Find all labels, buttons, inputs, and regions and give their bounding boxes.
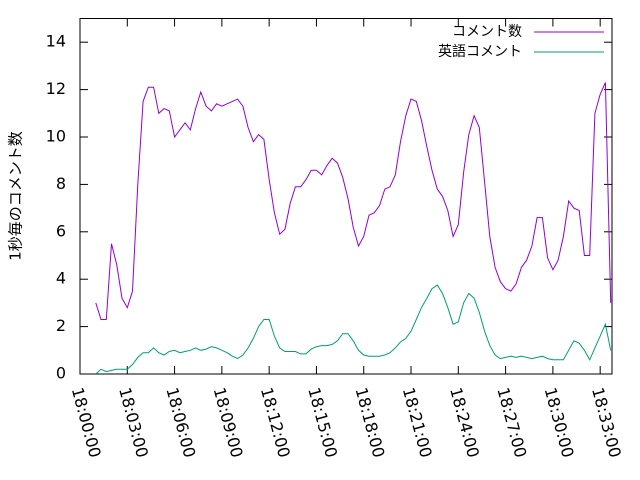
x-tick-label: 18:18:00 (352, 385, 389, 459)
y-tick-label: 4 (56, 269, 66, 288)
x-tick-label: 18:33:00 (588, 385, 625, 459)
x-tick-label: 18:03:00 (115, 385, 152, 459)
series-line (95, 82, 612, 320)
series-line (95, 284, 612, 375)
y-axis-label: 1秒毎のコメント数 (7, 131, 25, 261)
x-tick-label: 18:15:00 (304, 385, 341, 459)
x-tick-label: 18:12:00 (257, 385, 294, 459)
y-tick-label: 12 (46, 79, 66, 98)
y-tick-label: 2 (56, 316, 66, 335)
y-tick-label: 6 (56, 221, 66, 240)
plot-frame (79, 18, 613, 375)
y-tick-label: 14 (46, 32, 66, 51)
legend-label: 英語コメント (438, 43, 522, 60)
y-tick-label: 0 (56, 364, 66, 383)
x-tick-label: 18:24:00 (446, 385, 483, 459)
x-tick-label: 18:06:00 (162, 385, 199, 459)
x-tick-label: 18:21:00 (399, 385, 436, 459)
x-tick-label: 18:27:00 (493, 385, 530, 459)
legend-label: コメント数 (452, 24, 522, 40)
y-tick-label: 8 (56, 174, 66, 193)
x-tick-label: 18:30:00 (541, 385, 578, 459)
x-tick-label: 18:00:00 (68, 385, 105, 459)
x-tick-label: 18:09:00 (210, 385, 247, 459)
y-tick-label: 10 (46, 127, 66, 146)
